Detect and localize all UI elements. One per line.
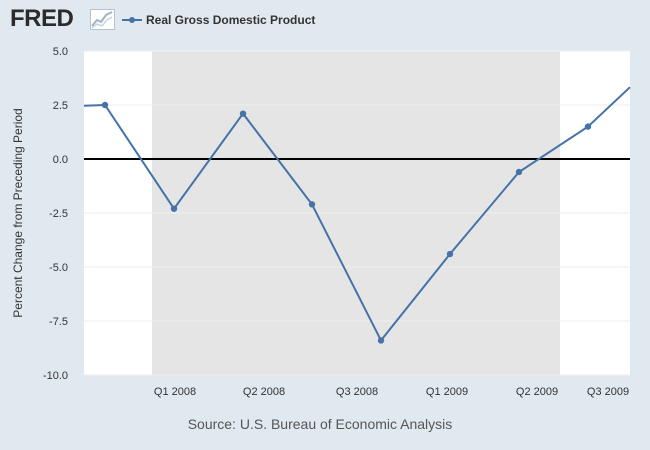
x-tick-label: Q1 2009 (426, 386, 468, 398)
data-point[interactable] (584, 123, 592, 130)
data-point[interactable] (170, 205, 178, 212)
y-axis-label: Percent Change from Preceding Period (11, 108, 25, 317)
chart: 5.0 2.5 0.0 -2.5 -5.0 -7.5 -10.0 Q1 2008 Q2 200… (11, 46, 631, 398)
legend[interactable]: Real Gross Domestic Product (122, 12, 315, 28)
x-tick-label: Q2 2009 (516, 386, 558, 398)
fred-logo[interactable]: FRED (10, 5, 74, 32)
x-tick-label: Q3 2009 (587, 386, 629, 398)
header: FRED Real Gross Domestic Product (0, 0, 650, 40)
y-axis-ticks: 5.0 2.5 0.0 -2.5 -5.0 -7.5 -10.0 (43, 46, 68, 382)
data-point[interactable] (308, 201, 316, 208)
y-tick-label: 0.0 (53, 154, 68, 166)
series-line-real-gdp (83, 86, 631, 343)
data-point[interactable] (101, 101, 109, 109)
logo-graph-icon (90, 9, 115, 30)
y-tick-label: -5.0 (49, 262, 68, 274)
x-tick-label: Q2 2008 (243, 386, 285, 398)
y-tick-label: -10.0 (43, 370, 68, 382)
source-text[interactable]: Source: U.S. Bureau of Economic Analysis (187, 416, 453, 432)
x-tick-label: Q1 2008 (154, 386, 196, 398)
legend-label: Real Gross Domestic Product (146, 13, 316, 27)
y-tick-label: -7.5 (49, 316, 68, 328)
x-tick-label: Q3 2008 (336, 386, 378, 398)
x-axis-ticks: Q1 2008 Q2 2008 Q3 2008 Q1 2009 Q2 2009 Q3 20… (154, 386, 629, 398)
y-tick-label: 2.5 (53, 100, 68, 112)
series-points (101, 101, 592, 344)
data-point[interactable] (446, 250, 454, 258)
data-point[interactable] (239, 110, 247, 117)
y-tick-label: -2.5 (49, 208, 68, 220)
data-point[interactable] (515, 168, 523, 176)
data-point[interactable] (377, 337, 385, 344)
legend-line-marker-icon (122, 17, 142, 23)
y-tick-label: 5.0 (53, 46, 68, 58)
